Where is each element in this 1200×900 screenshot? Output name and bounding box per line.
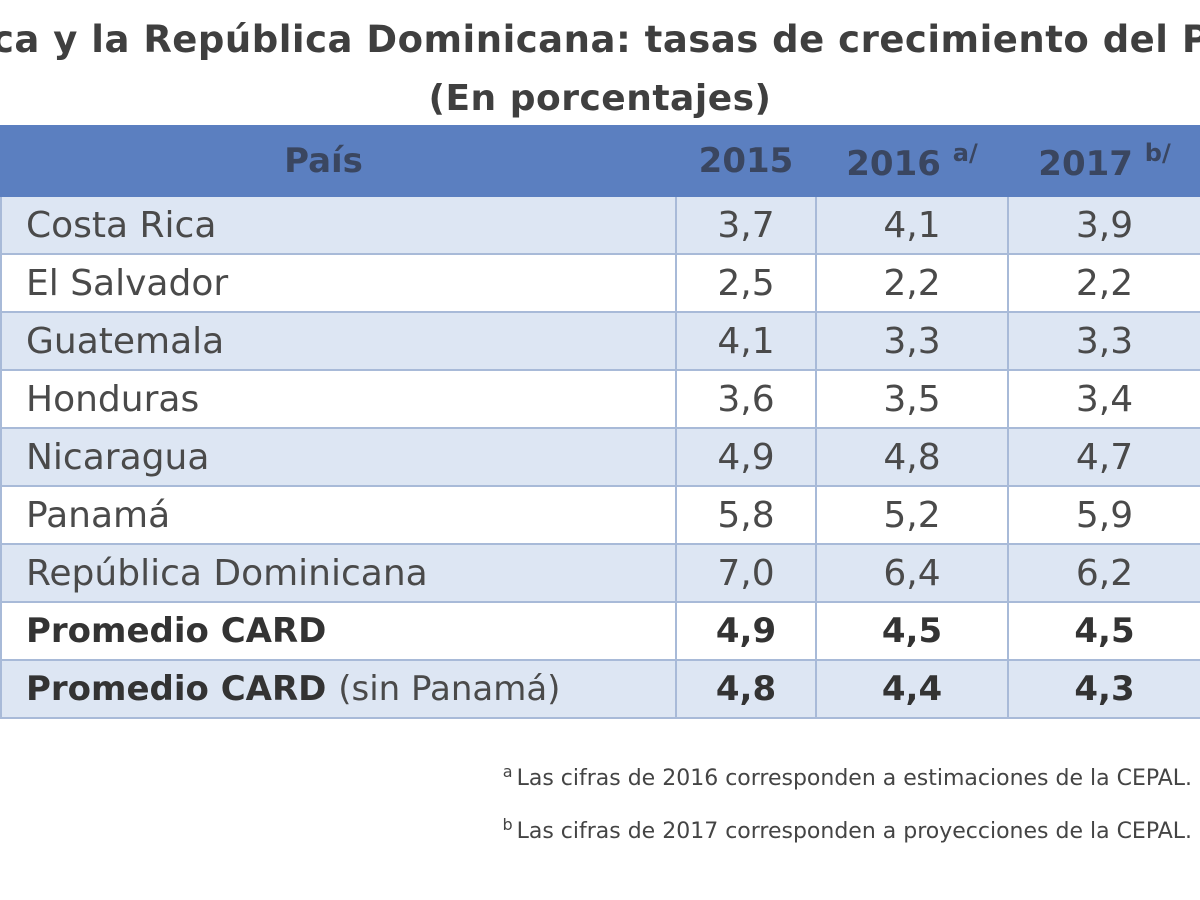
value-2016-cell: 4,1 <box>815 195 1009 255</box>
table-title: ca y la República Dominicana: tasas de c… <box>0 18 1200 61</box>
value-2017-cell: 3,3 <box>1007 311 1200 371</box>
average-no-panama-label-cell: Promedio CARD (sin Panamá) <box>0 659 677 719</box>
value-2015-cell: 4,9 <box>675 427 817 487</box>
table-row: Guatemala 4,1 3,3 3,3 <box>0 311 1200 371</box>
average-no-panama-2016-cell: 4,4 <box>815 659 1009 719</box>
average-no-panama-row: Promedio CARD (sin Panamá) 4,8 4,4 4,3 <box>0 659 1200 719</box>
country-cell: República Dominicana <box>0 543 677 603</box>
table-row: República Dominicana 7,0 6,4 6,2 <box>0 543 1200 603</box>
country-cell: Nicaragua <box>0 427 677 487</box>
header-2017: 2017 b/ <box>1007 125 1200 197</box>
footnote-marker-a: a/ <box>952 138 978 167</box>
footnote-b-text: Las cifras de 2017 corresponden a proyec… <box>516 819 1192 844</box>
header-country: País <box>0 125 677 197</box>
header-2015-label: 2015 <box>698 141 794 181</box>
average-no-panama-suffix: (sin Panamá) <box>338 669 561 709</box>
average-label-cell: Promedio CARD <box>0 601 677 661</box>
value-2016-cell: 5,2 <box>815 485 1009 545</box>
gdp-growth-table: País 2015 2016 a/ 2017 b/ Costa Rica 3,7… <box>0 125 1200 719</box>
value-2017-cell: 5,9 <box>1007 485 1200 545</box>
value-2015-cell: 2,5 <box>675 253 817 313</box>
footnote-a-text: Las cifras de 2016 corresponden a estima… <box>516 766 1192 791</box>
table-row: El Salvador 2,5 2,2 2,2 <box>0 253 1200 313</box>
average-2016-cell: 4,5 <box>815 601 1009 661</box>
footnote-marker-b: b/ <box>1144 138 1171 167</box>
table-row: Panamá 5,8 5,2 5,9 <box>0 485 1200 545</box>
header-row: País 2015 2016 a/ 2017 b/ <box>0 125 1200 197</box>
average-2017-cell: 4,5 <box>1007 601 1200 661</box>
average-row: Promedio CARD 4,9 4,5 4,5 <box>0 601 1200 661</box>
value-2017-cell: 2,2 <box>1007 253 1200 313</box>
value-2015-cell: 7,0 <box>675 543 817 603</box>
value-2015-cell: 5,8 <box>675 485 817 545</box>
footnote-b: b Las cifras de 2017 corresponden a proye… <box>502 815 1192 844</box>
header-2017-label: 2017 <box>1038 143 1133 184</box>
average-no-panama-2015-cell: 4,8 <box>675 659 817 719</box>
value-2015-cell: 3,6 <box>675 369 817 429</box>
average-no-panama-2017-cell: 4,3 <box>1007 659 1200 719</box>
table-row: Costa Rica 3,7 4,1 3,9 <box>0 195 1200 255</box>
table-subtitle: (En porcentajes) <box>428 78 772 119</box>
footnote-a-mark: a <box>502 762 513 781</box>
value-2016-cell: 4,8 <box>815 427 1009 487</box>
value-2015-cell: 4,1 <box>675 311 817 371</box>
header-2016: 2016 a/ <box>815 125 1009 197</box>
footnote-a: a Las cifras de 2016 corresponden a estim… <box>503 762 1192 791</box>
country-cell: Panamá <box>0 485 677 545</box>
header-2016-label: 2016 <box>846 143 941 184</box>
value-2017-cell: 6,2 <box>1007 543 1200 603</box>
value-2017-cell: 4,7 <box>1007 427 1200 487</box>
header-2015: 2015 <box>675 125 817 197</box>
value-2017-cell: 3,9 <box>1007 195 1200 255</box>
value-2015-cell: 3,7 <box>675 195 817 255</box>
table-row: Honduras 3,6 3,5 3,4 <box>0 369 1200 429</box>
table-row: Nicaragua 4,9 4,8 4,7 <box>0 427 1200 487</box>
average-2015-cell: 4,9 <box>675 601 817 661</box>
value-2017-cell: 3,4 <box>1007 369 1200 429</box>
value-2016-cell: 3,3 <box>815 311 1009 371</box>
country-cell: El Salvador <box>0 253 677 313</box>
value-2016-cell: 6,4 <box>815 543 1009 603</box>
footnote-b-mark: b <box>502 815 513 834</box>
value-2016-cell: 3,5 <box>815 369 1009 429</box>
country-cell: Guatemala <box>0 311 677 371</box>
value-2016-cell: 2,2 <box>815 253 1009 313</box>
average-no-panama-label: Promedio CARD <box>26 669 327 709</box>
country-cell: Costa Rica <box>0 195 677 255</box>
header-country-label: País <box>284 141 363 181</box>
country-cell: Honduras <box>0 369 677 429</box>
